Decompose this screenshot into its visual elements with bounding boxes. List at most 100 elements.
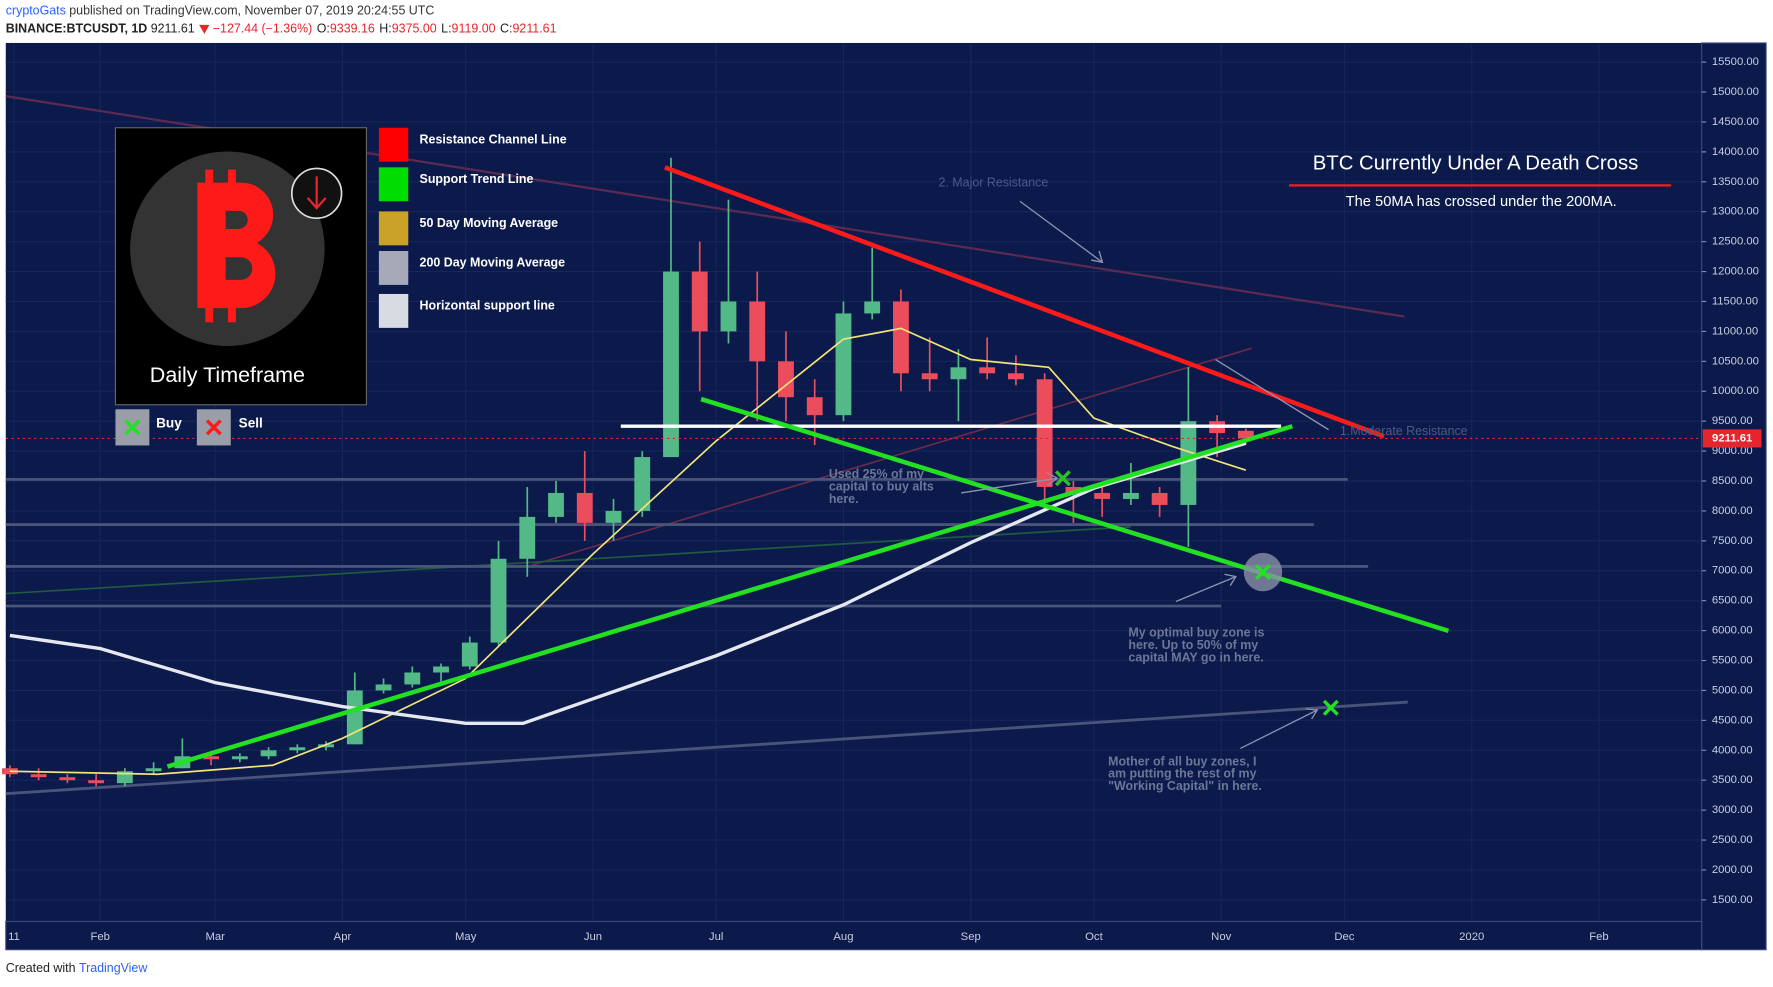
y-tick-label: 2000.00 <box>1712 864 1753 876</box>
last-price-label: 9211.61 <box>1712 432 1752 444</box>
y-tick-label: 9500.00 <box>1712 415 1753 427</box>
legend-swatch <box>378 293 409 328</box>
candle-body <box>691 271 708 332</box>
candle-body <box>318 744 334 748</box>
candle-body <box>346 690 363 745</box>
y-tick-label: 10500.00 <box>1712 355 1759 367</box>
legend-swatch <box>378 127 409 162</box>
candle-body <box>404 672 421 685</box>
legend-swatch <box>378 211 409 246</box>
candle-body <box>433 666 449 673</box>
trendlines <box>166 165 1450 769</box>
ohlc-value: 9119.00 <box>452 22 496 36</box>
ohlc-line: −127.44 (−1.36%) O:9339.16 H:9375.00 L:9119… <box>213 22 557 36</box>
x-tick-label: Dec <box>1334 931 1354 943</box>
x-tick-label: 11 <box>8 931 20 943</box>
candle-body <box>1094 492 1111 499</box>
candle-body <box>1237 430 1254 439</box>
candle-body <box>921 373 938 380</box>
subline: The 50MA has crossed under the 200MA. <box>1346 194 1617 210</box>
support-line <box>700 396 1450 634</box>
moving-average <box>9 327 1247 776</box>
note: am putting the rest of my <box>1108 767 1256 781</box>
y-tick-label: 6000.00 <box>1712 625 1753 637</box>
y-tick-label: 12500.00 <box>1712 236 1759 248</box>
candle-body <box>145 768 162 772</box>
brand[interactable]: TradingView <box>79 961 147 975</box>
note: Mother of all buy zones, I <box>1108 754 1256 768</box>
x-tick-label: Apr <box>334 931 352 943</box>
y-tick-label: 8500.00 <box>1712 475 1753 487</box>
candle-body <box>1065 486 1082 493</box>
candle-body <box>864 301 881 314</box>
footer: Created with TradingView <box>6 961 148 975</box>
y-tick-label: 2500.00 <box>1712 834 1753 846</box>
ohlc-value: 9211.61 <box>513 22 557 36</box>
candle-body <box>519 516 536 559</box>
candle-body <box>835 313 852 416</box>
y-tick-label: 4000.00 <box>1712 744 1753 756</box>
candle-body <box>548 492 564 517</box>
candle-body <box>490 558 507 643</box>
buy-label: Buy <box>156 416 182 431</box>
y-tick-label: 5500.00 <box>1712 655 1753 667</box>
last-price-tag <box>1702 429 1762 448</box>
note: here. Up to 50% of my <box>1128 638 1258 652</box>
candle-body <box>1 768 18 775</box>
candle-body <box>375 684 392 691</box>
candle-body <box>260 750 277 757</box>
candle-body <box>461 642 478 667</box>
note: My optimal buy zone is <box>1128 625 1264 639</box>
change: −127.44 (−1.36%) <box>213 22 312 36</box>
down-arrow <box>199 24 210 34</box>
candle-body <box>1151 492 1168 505</box>
legend-label: Horizontal support line <box>420 299 555 313</box>
y-tick-label: 6500.00 <box>1712 595 1753 607</box>
legend-box: Daily Timeframe Buy Sell <box>114 127 367 446</box>
ohlc-label: C: <box>500 22 512 36</box>
note: capital MAY go in here. <box>1128 650 1263 664</box>
y-tick-label: 3000.00 <box>1712 804 1753 816</box>
header-line: cryptoGats published on TradingView.com,… <box>6 4 435 18</box>
annotations: BTC Currently Under A Death Cross The 50… <box>939 152 1672 438</box>
y-tick-label: 14000.00 <box>1712 146 1759 158</box>
headline: BTC Currently Under A Death Cross <box>1313 152 1639 174</box>
candle-body <box>88 780 105 784</box>
y-tick-label: 11000.00 <box>1712 325 1758 337</box>
ohlc-label: L: <box>441 22 451 36</box>
created: Created with <box>6 961 76 975</box>
note: Used 25% of my <box>829 467 924 481</box>
time-axis <box>5 920 1703 951</box>
moving-average <box>9 441 1247 726</box>
candle-body <box>778 361 794 398</box>
candle-body <box>663 271 679 458</box>
y-tick-label: 13500.00 <box>1712 176 1759 188</box>
ohlc-value: 9375.00 <box>392 22 437 36</box>
y-tick-label: 8000.00 <box>1712 505 1753 517</box>
y-tick-label: 3500.00 <box>1712 774 1753 786</box>
legend-swatch <box>378 250 409 285</box>
x-tick-label: Jun <box>584 931 602 943</box>
y-tick-label: 7500.00 <box>1712 535 1753 547</box>
candle-body <box>59 777 76 781</box>
y-tick-label: 4500.00 <box>1712 714 1753 726</box>
legend-swatch <box>378 167 409 202</box>
x-tick-label: Mar <box>205 931 225 943</box>
y-tick-label: 15500.00 <box>1712 56 1759 68</box>
x-tick-label: Sep <box>961 931 981 943</box>
candle-body <box>950 367 967 380</box>
y-tick-label: 14500.00 <box>1712 116 1759 128</box>
candle-body <box>203 756 220 760</box>
x-tick-label: Oct <box>1085 931 1103 943</box>
ohlc-value: 9339.16 <box>330 22 375 36</box>
x-tick-label: Feb <box>90 931 109 943</box>
x-tick-label: Aug <box>833 931 853 943</box>
candle-body <box>1007 373 1024 380</box>
author[interactable]: cryptoGats <box>6 4 66 18</box>
candle-body <box>979 367 996 374</box>
candle-body <box>231 756 248 760</box>
published: published on TradingView.com, November 0… <box>69 4 434 18</box>
symbol: BINANCE:BTCUSDT, 1D <box>6 22 148 36</box>
